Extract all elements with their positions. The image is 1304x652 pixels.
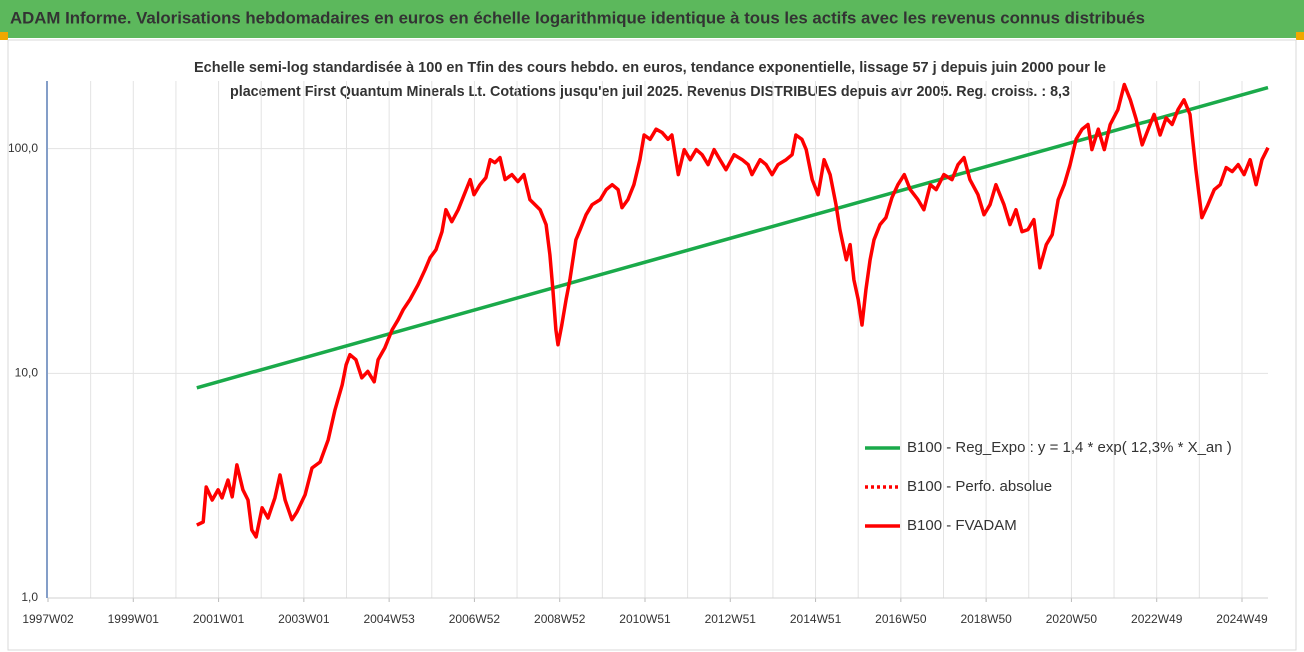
y-tick-label: 100,0 bbox=[8, 141, 38, 155]
x-tick-label: 2020W50 bbox=[1046, 612, 1098, 626]
y-tick-label: 1,0 bbox=[21, 590, 38, 604]
legend-label: B100 - Reg_Expo : y = 1,4 * exp( 12,3% *… bbox=[907, 439, 1232, 456]
legend-label: B100 - Perfo. absolue bbox=[907, 478, 1052, 495]
chart-subtitle: placement First Quantum Minerals Lt. Cot… bbox=[230, 83, 1070, 100]
x-tick-label: 1999W01 bbox=[108, 612, 160, 626]
x-tick-label: 1997W02 bbox=[22, 612, 74, 626]
x-tick-label: 2003W01 bbox=[278, 612, 330, 626]
x-tick-label: 2018W50 bbox=[960, 612, 1012, 626]
x-tick-label: 2016W50 bbox=[875, 612, 927, 626]
x-tick-label: 2024W49 bbox=[1216, 612, 1268, 626]
title-bar bbox=[0, 0, 1304, 38]
x-tick-label: 2001W01 bbox=[193, 612, 245, 626]
chart-frame bbox=[7, 39, 1297, 651]
x-tick-label: 2022W49 bbox=[1131, 612, 1183, 626]
y-tick-label: 10,0 bbox=[15, 365, 39, 379]
x-tick-label: 2010W51 bbox=[619, 612, 671, 626]
legend-label: B100 - FVADAM bbox=[907, 517, 1017, 534]
corner-mark bbox=[1296, 32, 1304, 40]
x-tick-label: 2004W53 bbox=[363, 612, 415, 626]
x-tick-label: 2012W51 bbox=[705, 612, 757, 626]
x-tick-label: 2006W52 bbox=[449, 612, 501, 626]
x-tick-label: 2014W51 bbox=[790, 612, 842, 626]
chart-title: ADAM Informe. Valorisations hebdomadaire… bbox=[10, 8, 1145, 27]
corner-mark bbox=[0, 32, 8, 40]
chart-subtitle: Echelle semi-log standardisée à 100 en T… bbox=[194, 59, 1106, 76]
series-line bbox=[196, 82, 1270, 539]
x-tick-label: 2008W52 bbox=[534, 612, 586, 626]
